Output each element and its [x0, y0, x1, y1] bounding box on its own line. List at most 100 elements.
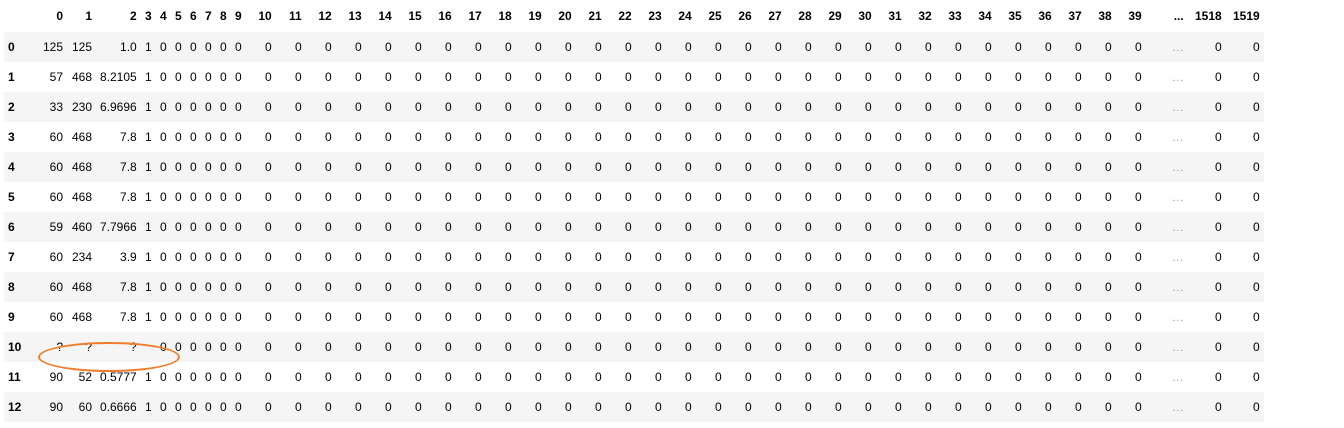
table-cell: 0 [1253, 220, 1260, 234]
table-cell: 230 [71, 100, 92, 114]
table-cell: 0 [1215, 160, 1222, 174]
table-cell: 0 [1105, 250, 1112, 264]
table-cell: 234 [71, 250, 92, 264]
table-cell: 0 [265, 220, 272, 234]
table-cell: 0 [235, 190, 242, 204]
table-cell: 0 [715, 340, 722, 354]
table-cell: 0 [955, 340, 962, 354]
table-cell: 0 [1015, 280, 1022, 294]
table-cell: 0 [415, 160, 422, 174]
table-cell: 0 [865, 370, 872, 384]
table-cell: 0 [805, 40, 812, 54]
table-cell: 1 [145, 40, 152, 54]
table-cell: 0 [925, 310, 932, 324]
table-cell: 0 [535, 250, 542, 264]
table-cell: 0 [295, 190, 302, 204]
row-index: 9 [8, 310, 15, 324]
table-cell: 0 [595, 160, 602, 174]
table-cell: 0 [160, 70, 167, 84]
table-cell: 0 [1105, 130, 1112, 144]
table-cell: 0 [835, 400, 842, 414]
table-cell: 33 [49, 100, 63, 114]
table-cell: 0 [1135, 130, 1142, 144]
table-cell: 0 [505, 70, 512, 84]
table-cell: 0 [715, 280, 722, 294]
table-cell: 0 [1015, 250, 1022, 264]
table-cell: 0 [1135, 160, 1142, 174]
table-cell: 0 [295, 370, 302, 384]
table-cell: 0 [925, 220, 932, 234]
table-cell: 0 [745, 130, 752, 144]
column-header: 26 [725, 0, 756, 32]
table-cell: 0 [1015, 310, 1022, 324]
table-cell: 125 [42, 40, 63, 54]
table-cell: 0 [535, 340, 542, 354]
table-cell: 59 [49, 220, 63, 234]
table-cell: 0 [805, 400, 812, 414]
table-cell: 0 [925, 160, 932, 174]
table-cell: 0 [955, 100, 962, 114]
table-cell: 468 [71, 130, 92, 144]
table-cell: 0 [895, 310, 902, 324]
table-cell: 0 [265, 370, 272, 384]
table-cell: 0 [835, 100, 842, 114]
table-cell: 0 [1215, 40, 1222, 54]
table-cell: 0 [925, 340, 932, 354]
table-cell: 0 [1135, 220, 1142, 234]
table-cell: 0 [445, 370, 452, 384]
table-cell: 0 [1253, 40, 1260, 54]
table-cell: 0 [745, 70, 752, 84]
table-cell: 0 [745, 190, 752, 204]
table-cell: 60 [49, 280, 63, 294]
table-cell: 0 [925, 40, 932, 54]
table-cell: 1 [145, 190, 152, 204]
table-cell: 0 [745, 400, 752, 414]
table-cell: 0 [175, 250, 182, 264]
table-cell: 0 [985, 220, 992, 234]
table-cell: 0 [220, 40, 227, 54]
table-cell: 1 [145, 400, 152, 414]
table-cell: 0 [190, 250, 197, 264]
table-cell: 0 [1075, 40, 1082, 54]
table-cell: 0 [715, 310, 722, 324]
column-header: 11 [275, 0, 306, 32]
table-cell: 0 [295, 400, 302, 414]
column-header: 12 [305, 0, 336, 32]
table-cell: 0 [355, 220, 362, 234]
table-cell: 0 [955, 400, 962, 414]
table-cell: 0 [355, 400, 362, 414]
column-header: 28 [785, 0, 816, 32]
table-cell: 0 [565, 100, 572, 114]
table-cell: 0 [190, 40, 197, 54]
table-cell: 0 [295, 250, 302, 264]
table-cell: 0 [565, 220, 572, 234]
table-row: 10??? 0 0 0 0 0 0 0 0 0 0 0 0 0 0 0 0 0 0 0 0 0 0 0 0 0 0 0 0 0 0 0 0 0 0 0… [4, 332, 1264, 362]
table-cell: 0 [715, 130, 722, 144]
table-cell: 0 [175, 160, 182, 174]
table-cell: 0 [655, 370, 662, 384]
table-cell: 0 [190, 340, 197, 354]
table-cell: 0 [190, 130, 197, 144]
table-cell: 0 [655, 280, 662, 294]
row-index: 6 [8, 220, 15, 234]
table-cell: 0 [445, 40, 452, 54]
table-cell: 0 [265, 130, 272, 144]
table-cell: 0 [355, 250, 362, 264]
table-cell: 0 [715, 250, 722, 264]
table-cell: 0 [445, 400, 452, 414]
ellipsis-cell: … [1171, 220, 1184, 234]
table-cell: 0 [775, 310, 782, 324]
table-cell: 0 [265, 190, 272, 204]
table-cell: 0 [775, 340, 782, 354]
table-row: 4 60 468 7.8 1 0 0 0 0 0 0 0 0 0 0 0 0 0 0 0 0 0 0 0 0 0 0 0 0 0 0 0 0 0 0… [4, 152, 1264, 182]
table-cell: 0 [565, 250, 572, 264]
table-cell: 0 [1215, 280, 1222, 294]
table-cell: 0 [955, 370, 962, 384]
table-cell: 0 [1045, 190, 1052, 204]
table-cell: ? [130, 340, 137, 354]
table-cell: 0 [595, 280, 602, 294]
column-header: 0 [30, 0, 67, 32]
table-cell: 0 [295, 160, 302, 174]
table-cell: 0 [1075, 370, 1082, 384]
table-cell: 0 [505, 220, 512, 234]
